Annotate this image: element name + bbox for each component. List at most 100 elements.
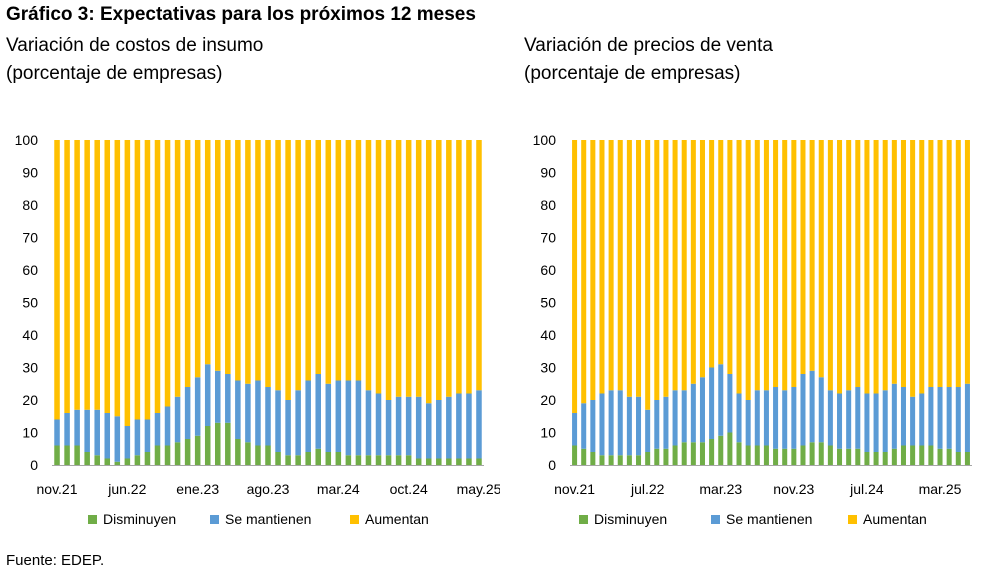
bar-segment-mantienen xyxy=(385,400,392,456)
bar-segment-disminuyen xyxy=(581,448,587,465)
x-tick-label: nov.21 xyxy=(554,481,595,497)
bar-segment-aumentan xyxy=(164,140,171,407)
bar-segment-mantienen xyxy=(699,377,705,443)
bar-segment-aumentan xyxy=(718,140,724,365)
bar-segment-disminuyen xyxy=(285,455,291,465)
bar-segment-mantienen xyxy=(690,383,696,443)
y-tick-label: 80 xyxy=(540,197,556,213)
y-tick-label: 0 xyxy=(548,457,556,473)
bar-segment-mantienen xyxy=(285,400,291,456)
bar-segment-aumentan xyxy=(919,140,925,394)
bar-segment-aumentan xyxy=(636,140,642,397)
bar-segment-aumentan xyxy=(74,140,80,410)
bar-segment-mantienen xyxy=(745,400,751,446)
bar-segment-mantienen xyxy=(827,390,833,446)
bar-segment-aumentan xyxy=(255,140,261,381)
legend-label-aumentan: Aumentan xyxy=(863,511,927,527)
bar-segment-mantienen xyxy=(955,387,961,452)
bar-segment-mantienen xyxy=(104,413,111,459)
bar-segment-aumentan xyxy=(94,140,100,410)
bar-segment-disminuyen xyxy=(882,452,888,465)
bar-segment-mantienen xyxy=(837,393,843,449)
bar-segment-aumentan xyxy=(476,140,482,391)
y-tick-label: 10 xyxy=(540,425,556,441)
bar-segment-mantienen xyxy=(718,364,724,436)
bar-segment-aumentan xyxy=(837,140,843,394)
bar-segment-mantienen xyxy=(763,390,769,446)
bar-segment-disminuyen xyxy=(476,458,482,465)
bar-segment-mantienen xyxy=(599,393,605,456)
bar-segment-aumentan xyxy=(572,140,578,413)
bar-segment-mantienen xyxy=(727,374,733,433)
bar-segment-mantienen xyxy=(773,387,779,449)
bar-segment-aumentan xyxy=(782,140,788,391)
bar-segment-mantienen xyxy=(54,419,60,446)
bar-segment-aumentan xyxy=(745,140,751,400)
x-tick-label: ago.23 xyxy=(247,481,290,497)
y-tick-label: 30 xyxy=(540,360,556,376)
bar-segment-disminuyen xyxy=(456,458,462,465)
bar-segment-mantienen xyxy=(910,396,916,446)
bar-segment-aumentan xyxy=(791,140,797,387)
legend-label-aumentan: Aumentan xyxy=(365,511,429,527)
bar-segment-aumentan xyxy=(910,140,916,397)
bar-segment-aumentan xyxy=(225,140,231,374)
y-tick-label: 100 xyxy=(15,132,39,148)
bar-segment-mantienen xyxy=(84,409,90,452)
bar-segment-aumentan xyxy=(855,140,861,387)
bar-segment-disminuyen xyxy=(955,452,961,465)
bar-segment-mantienen xyxy=(164,406,171,446)
bar-segment-mantienen xyxy=(395,396,402,456)
legend-label-mantienen: Se mantienen xyxy=(225,511,311,527)
bar-segment-disminuyen xyxy=(800,445,806,465)
bar-segment-disminuyen xyxy=(827,445,833,465)
bar-segment-aumentan xyxy=(846,140,852,391)
bar-segment-disminuyen xyxy=(617,455,623,465)
bar-segment-disminuyen xyxy=(124,458,131,465)
legend-swatch-aumentan xyxy=(350,515,359,524)
bar-segment-mantienen xyxy=(265,387,271,446)
bar-segment-aumentan xyxy=(599,140,605,394)
bar-segment-mantienen xyxy=(846,390,852,449)
bar-segment-disminuyen xyxy=(74,445,80,465)
bar-segment-mantienen xyxy=(94,409,100,456)
bar-segment-aumentan xyxy=(154,140,161,413)
bar-segment-aumentan xyxy=(395,140,402,397)
bar-segment-aumentan xyxy=(64,140,70,413)
bar-segment-mantienen xyxy=(572,413,578,446)
bar-segment-aumentan xyxy=(617,140,623,391)
legend-swatch-disminuyen xyxy=(579,515,588,524)
bar-segment-mantienen xyxy=(114,416,121,462)
bar-segment-aumentan xyxy=(937,140,943,387)
bar-segment-mantienen xyxy=(855,387,861,449)
bar-segment-aumentan xyxy=(608,140,614,391)
bar-segment-aumentan xyxy=(124,140,131,426)
bar-segment-mantienen xyxy=(617,390,623,456)
bar-segment-disminuyen xyxy=(937,448,943,465)
bar-segment-disminuyen xyxy=(645,452,651,465)
bar-segment-mantienen xyxy=(654,400,660,449)
bar-segment-aumentan xyxy=(900,140,906,387)
bar-segment-disminuyen xyxy=(215,422,221,465)
bar-segment-aumentan xyxy=(681,140,687,391)
left-panel-title-line2: (porcentaje de empresas) xyxy=(6,63,223,84)
bar-segment-disminuyen xyxy=(204,426,211,465)
bar-segment-aumentan xyxy=(809,140,815,371)
bar-segment-disminuyen xyxy=(837,448,843,465)
bar-segment-mantienen xyxy=(581,403,587,449)
bar-segment-aumentan xyxy=(773,140,779,387)
bar-segment-disminuyen xyxy=(699,442,705,465)
bar-segment-mantienen xyxy=(74,409,80,446)
bar-segment-disminuyen xyxy=(405,455,412,465)
bar-segment-mantienen xyxy=(964,383,970,452)
bar-segment-aumentan xyxy=(946,140,952,387)
bar-segment-disminuyen xyxy=(964,452,970,465)
bar-segment-mantienen xyxy=(325,383,332,452)
bar-segment-disminuyen xyxy=(791,448,797,465)
bar-segment-disminuyen xyxy=(626,455,632,465)
bar-segment-aumentan xyxy=(355,140,362,381)
y-tick-label: 90 xyxy=(22,165,38,181)
bar-segment-aumentan xyxy=(325,140,332,384)
bar-segment-disminuyen xyxy=(736,442,742,465)
bar-segment-disminuyen xyxy=(727,432,733,465)
